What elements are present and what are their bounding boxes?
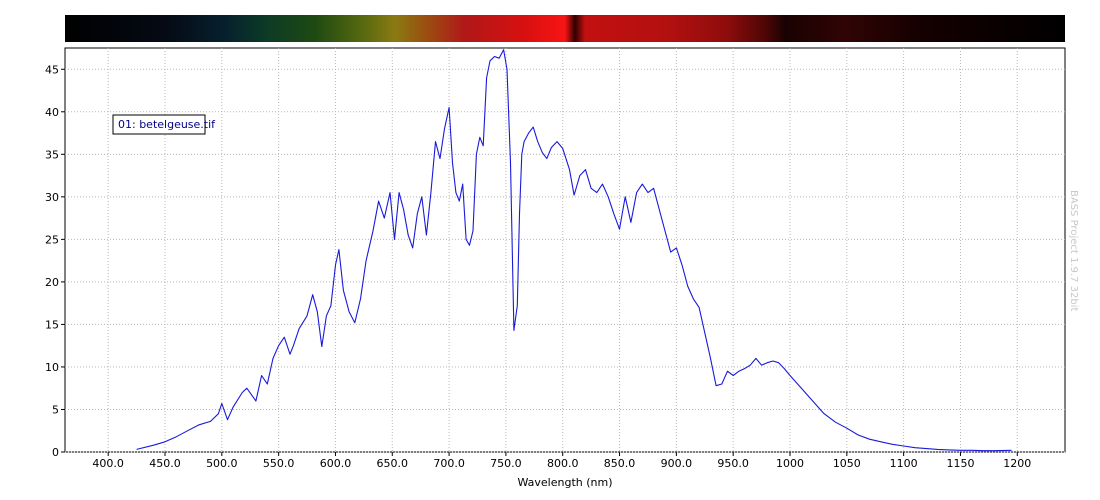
x-tick-label: 850.0 [604, 457, 636, 470]
y-tick-label: 0 [52, 446, 59, 459]
x-tick-label: 400.0 [92, 457, 124, 470]
x-tick-label: 500.0 [206, 457, 238, 470]
x-tick-label: 450.0 [149, 457, 181, 470]
y-tick-label: 45 [45, 63, 59, 76]
legend-box [112, 114, 206, 135]
x-tick-label: 950.0 [717, 457, 749, 470]
x-tick-label: 650.0 [377, 457, 409, 470]
x-tick-label: 550.0 [263, 457, 295, 470]
plot-area [64, 47, 1066, 453]
y-tick-label: 25 [45, 233, 59, 246]
x-tick-label: 1050 [833, 457, 861, 470]
y-tick-label: 15 [45, 318, 59, 331]
grid-lines [65, 48, 1065, 453]
x-axis-title: Wavelength (nm) [517, 476, 612, 489]
y-tick-label: 20 [45, 276, 59, 289]
y-tick-label: 10 [45, 361, 59, 374]
x-tick-label: 1000 [776, 457, 804, 470]
y-tick-label: 5 [52, 403, 59, 416]
spectrum-series-line [136, 49, 1012, 452]
x-tick-label: 900.0 [661, 457, 693, 470]
x-tick-label: 750.0 [490, 457, 522, 470]
y-tick-label: 35 [45, 148, 59, 161]
watermark: BASS Project 1.9.7 32bit [1068, 190, 1079, 311]
x-tick-label: 700.0 [433, 457, 465, 470]
x-tick-label: 1100 [890, 457, 918, 470]
x-tick-label: 600.0 [320, 457, 352, 470]
axis-ticks: 400.0 450.0 500.0 550.0 600.0 650.0 700.0 750.0… [45, 63, 1031, 470]
x-tick-label: 1150 [946, 457, 974, 470]
y-tick-label: 40 [45, 106, 59, 119]
legend-label: 01: betelgeuse.tif [118, 118, 216, 131]
spectrum-color-strip [65, 15, 1065, 42]
legend: 01: betelgeuse.tif [112, 114, 216, 135]
x-tick-label: 800.0 [547, 457, 579, 470]
y-tick-label: 30 [45, 191, 59, 204]
x-tick-label: 1200 [1003, 457, 1031, 470]
